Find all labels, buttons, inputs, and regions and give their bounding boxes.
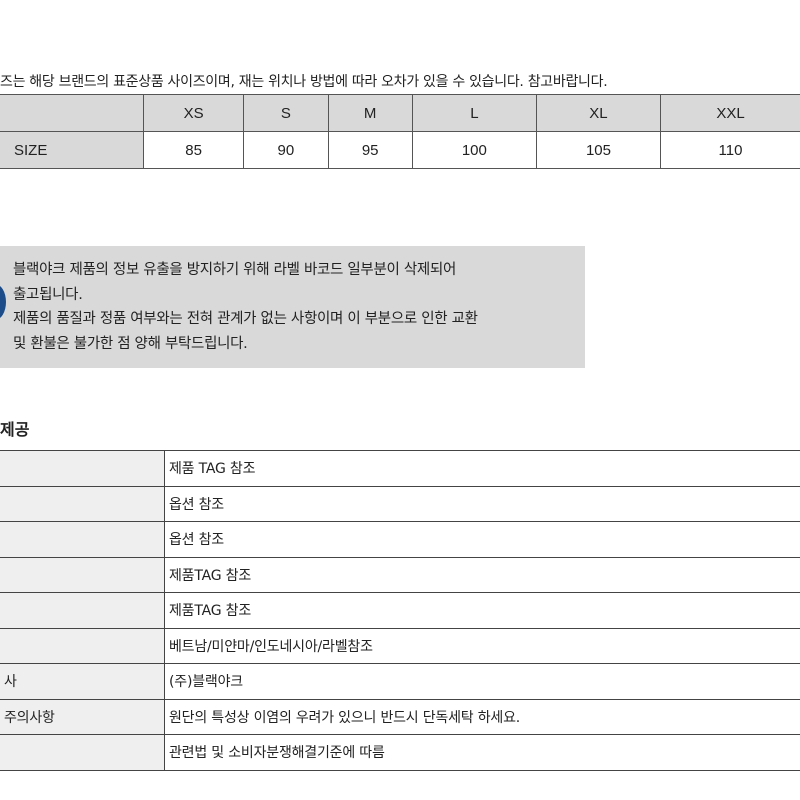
label-notice-text: 블랙야크 제품의 정보 유출을 방지하기 위해 라벨 바코드 일부분이 삭제되어… [13,258,478,356]
info-value: 관련법 및 소비자분쟁해결기준에 따름 [164,734,800,771]
size-cell: 90 [243,131,329,169]
info-key [0,556,165,593]
size-cell: 95 [327,131,413,169]
size-table: XS S M L XL XXL SIZE 85 90 95 100 105 11… [0,94,800,169]
info-key: 주의사항 [0,698,165,735]
size-header-cell: XS [142,94,245,132]
table-row: 사 (주)블랙야크 [0,663,800,700]
size-cell: 110 [660,131,800,169]
table-row: 주의사항 원단의 특성상 이염의 우려가 있으니 반드시 단독세탁 하세요. [0,698,800,735]
table-row: 관련법 및 소비자분쟁해결기준에 따름 [0,734,800,771]
info-key [0,627,165,664]
info-value: 옵션 참조 [164,485,800,522]
size-header-cell [0,94,144,132]
section-title: 제공 [0,420,30,439]
table-row: 옵션 참조 [0,485,800,522]
info-circle-icon [0,284,6,320]
info-key: 사 [0,663,165,700]
info-key [0,734,165,771]
size-notice: 즈는 해당 브랜드의 표준상품 사이즈이며, 재는 위치나 방법에 따라 오차가… [0,74,608,90]
size-cell: SIZE [0,131,144,169]
size-header-cell: S [243,94,329,132]
table-row: 제품TAG 참조 [0,556,800,593]
notice-line: 및 환불은 불가한 점 양해 부탁드립니다. [13,335,248,352]
info-value: 제품TAG 참조 [164,556,800,593]
info-key [0,592,165,629]
size-header-row: XS S M L XL XXL [0,94,800,132]
info-value: (주)블랙야크 [164,663,800,700]
size-cell: 85 [142,131,245,169]
size-cell: 100 [411,131,537,169]
info-key [0,521,165,558]
size-header-cell: XL [535,94,662,132]
info-value: 제품TAG 참조 [164,592,800,629]
size-row: SIZE 85 90 95 100 105 110 [0,131,800,169]
size-header-cell: XXL [660,94,800,132]
info-value: 제품 TAG 참조 [164,450,800,487]
table-row: 베트남/미얀마/인도네시아/라벨참조 [0,627,800,664]
size-header-cell: M [327,94,413,132]
notice-line: 제품의 품질과 정품 여부와는 전혀 관계가 없는 사항이며 이 부분으로 인한… [13,311,478,327]
size-header-cell: L [411,94,537,132]
notice-line: 출고됩니다. [13,286,83,303]
label-notice-box: 블랙야크 제품의 정보 유출을 방지하기 위해 라벨 바코드 일부분이 삭제되어… [0,246,585,368]
table-row: 제품 TAG 참조 [0,450,800,487]
table-row: 옵션 참조 [0,521,800,558]
info-key [0,485,165,522]
info-value: 옵션 참조 [164,521,800,558]
info-value: 베트남/미얀마/인도네시아/라벨참조 [164,627,800,664]
notice-line: 블랙야크 제품의 정보 유출을 방지하기 위해 라벨 바코드 일부분이 삭제되어 [13,262,457,278]
size-cell: 105 [535,131,662,169]
product-info-table: 제품 TAG 참조 옵션 참조 옵션 참조 제품TAG 참조 제품TAG 참조 베트남/미… [0,450,800,771]
table-row: 제품TAG 참조 [0,592,800,629]
info-key [0,450,165,487]
info-value: 원단의 특성상 이염의 우려가 있으니 반드시 단독세탁 하세요. [164,698,800,735]
